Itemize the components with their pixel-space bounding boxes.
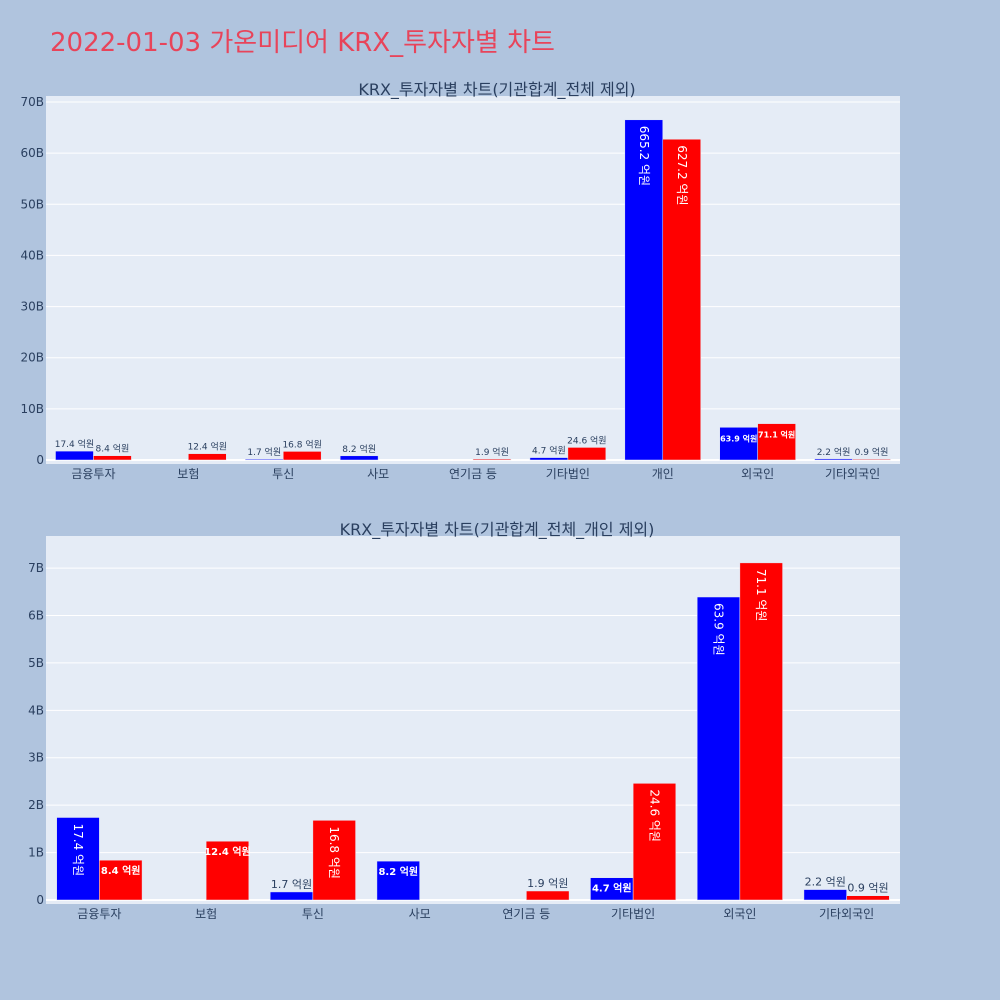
bar: [188, 453, 227, 461]
data-label: 8.2 억원: [342, 443, 376, 455]
data-label: 1.9 억원: [527, 877, 568, 890]
x-tick-label: 개인: [652, 467, 674, 481]
data-label: 24.6 억원: [647, 789, 661, 842]
y-tick-label: 20B: [20, 351, 44, 365]
y-tick-label: 0: [36, 453, 44, 467]
bar: [757, 423, 796, 461]
y-tick-label: 50B: [20, 197, 44, 211]
chart-1: 0 10B 20B 30B 40B 50B 60B 70B KRX_투자자별 차트(기관합계_전…: [20, 80, 900, 481]
y-tick-label: 1B: [28, 846, 44, 860]
y-tick-label: 2B: [28, 798, 44, 812]
y-tick-label: 40B: [20, 248, 44, 262]
data-label: 665.2 억원: [637, 126, 651, 186]
data-label: 8.2 억원: [378, 865, 418, 878]
data-label: 12.4 억원: [204, 845, 251, 858]
data-label: 0.9 억원: [847, 882, 888, 895]
data-label: 0.9 억원: [855, 446, 889, 458]
x-tick-label: 사모: [409, 907, 431, 921]
data-label: 63.9 억원: [712, 603, 726, 656]
x-tick-label: 투신: [272, 467, 294, 481]
bar: [56, 817, 100, 901]
x-tick-label: 연기금 등: [449, 467, 497, 481]
bar: [269, 891, 314, 901]
data-label: 627.2 억원: [675, 145, 689, 205]
data-label: 4.7 억원: [592, 882, 632, 895]
page-title: 2022-01-03 가온미디어 KRX_투자자별 차트: [50, 28, 555, 58]
bar: [282, 451, 322, 461]
bar: [632, 783, 677, 901]
y-tick-label: 7B: [28, 561, 44, 575]
y-tick-label: 6B: [28, 608, 44, 622]
data-label: 8.4 억원: [96, 443, 130, 455]
y-tick-label: 10B: [20, 402, 44, 416]
x-tick-label: 보험: [195, 907, 217, 921]
chart-2: 0 1B 2B 3B 4B 5B 6B 7B KRX_투자자별 차트(기관합계_전체_개인 제외…: [28, 520, 900, 921]
chart-title: KRX_투자자별 차트(기관합계_전체 제외): [358, 80, 635, 100]
data-label: 1.7 억원: [271, 878, 312, 891]
data-label: 63.9 억원: [720, 433, 757, 443]
bar: [55, 450, 94, 461]
bar: [245, 458, 284, 461]
x-tick-label: 기타법인: [611, 907, 655, 921]
x-tick-label: 보험: [177, 467, 199, 481]
x-tick-label: 기타법인: [546, 467, 590, 481]
y-tick-label: 30B: [20, 300, 44, 314]
y-tick-label: 0: [36, 893, 44, 907]
bar: [93, 455, 132, 461]
bar: [529, 457, 569, 461]
x-tick-label: 금융투자: [77, 907, 121, 921]
bar: [852, 458, 891, 461]
bar: [662, 138, 701, 461]
data-label: 1.9 억원: [475, 446, 509, 458]
bar: [205, 840, 250, 901]
data-label: 2.2 억원: [805, 876, 846, 889]
data-label: 16.8 억원: [282, 438, 321, 450]
x-tick-label: 기타외국인: [819, 907, 874, 921]
bar: [99, 859, 143, 901]
data-label: 24.6 억원: [567, 434, 606, 446]
y-tick-label: 3B: [28, 751, 44, 765]
plot-area: [46, 96, 900, 464]
bar: [567, 447, 607, 461]
data-label: 71.1 억원: [758, 430, 795, 440]
data-label: 17.4 억원: [55, 438, 94, 450]
data-label: 17.4 억원: [71, 823, 85, 876]
x-tick-label: 기타외국인: [825, 467, 880, 481]
chart-title: KRX_투자자별 차트(기관합계_전체_개인 제외): [340, 520, 655, 540]
bar: [339, 455, 379, 461]
bar: [696, 596, 741, 901]
x-tick-label: 사모: [367, 467, 389, 481]
data-label: 12.4 억원: [188, 441, 227, 453]
bar: [526, 890, 570, 901]
bar: [803, 889, 847, 901]
bar: [814, 458, 853, 461]
data-label: 16.8 억원: [327, 826, 341, 879]
data-label: 71.1 억원: [754, 569, 768, 622]
bar: [846, 895, 890, 901]
bar: [739, 562, 783, 901]
x-tick-label: 연기금 등: [502, 907, 550, 921]
x-tick-label: 외국인: [723, 907, 756, 921]
data-label: 1.7 억원: [247, 446, 281, 458]
x-tick-label: 금융투자: [71, 467, 115, 481]
data-label: 4.7 억원: [532, 445, 566, 457]
bar: [472, 458, 512, 461]
data-label: 8.4 억원: [101, 864, 141, 877]
x-tick-label: 투신: [302, 907, 324, 921]
bar: [376, 860, 420, 901]
bar: [312, 820, 356, 901]
bar: [719, 427, 758, 461]
y-tick-label: 70B: [20, 95, 44, 109]
y-tick-label: 5B: [28, 656, 44, 670]
y-tick-label: 4B: [28, 703, 44, 717]
y-tick-label: 60B: [20, 146, 44, 160]
x-tick-label: 외국인: [741, 467, 774, 481]
data-label: 2.2 억원: [817, 446, 851, 458]
